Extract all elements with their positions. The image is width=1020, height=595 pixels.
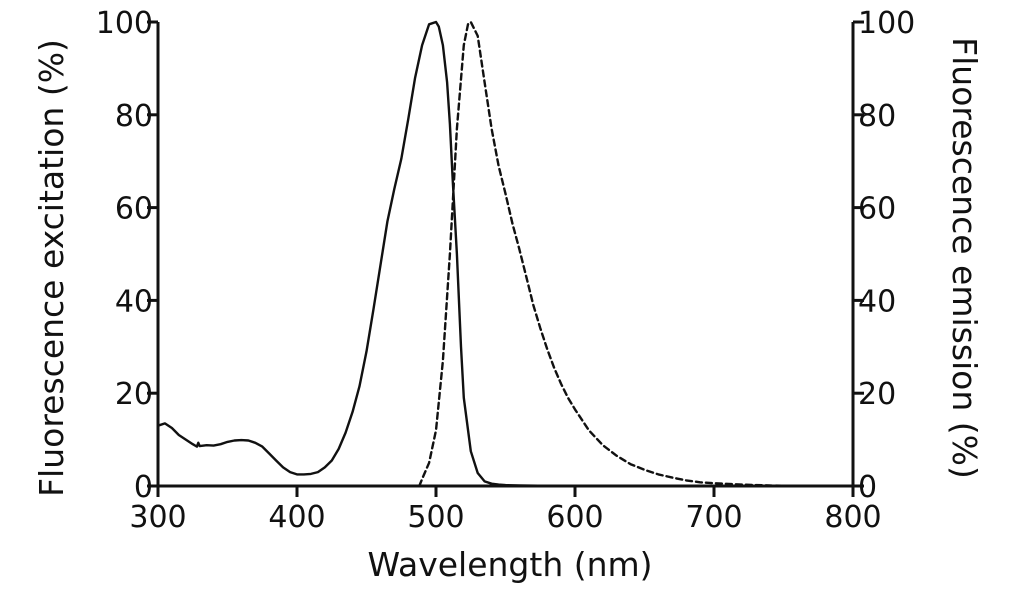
right-y-tick-label-20: 20 — [858, 377, 896, 412]
left-y-tick-label-0: 0 — [134, 470, 153, 505]
right-y-tick-label-60: 60 — [858, 192, 896, 227]
right-y-tick-label-40: 40 — [858, 284, 896, 319]
right-y-tick-label-100: 100 — [858, 6, 915, 41]
left-y-tick-label-80: 80 — [115, 99, 153, 134]
excitation-series-line — [156, 20, 604, 488]
x-axis-title: Wavelength (nm) — [367, 545, 652, 584]
right-y-tick-label-80: 80 — [858, 99, 896, 134]
left-y-tick-label-100: 100 — [96, 6, 153, 41]
emission-series-line — [418, 20, 799, 488]
right-y-axis-title: Fluorescence emission (%) — [945, 37, 984, 479]
series-layer — [156, 20, 799, 488]
ticks-layer: 300 400 500 600 700 8000204060801000204060801… — [96, 6, 916, 535]
right-y-tick-label-0: 0 — [858, 470, 877, 505]
x-tick-label-300: 300 — [129, 500, 186, 535]
left-y-axis-title: Fluorescence excitation (%) — [32, 39, 71, 497]
x-tick-label-700: 700 — [685, 500, 742, 535]
left-y-tick-label-60: 60 — [115, 192, 153, 227]
x-tick-label-400: 400 — [268, 500, 325, 535]
x-tick-label-800: 800 — [824, 500, 881, 535]
axes-layer — [156, 22, 855, 488]
x-tick-label-600: 600 — [546, 500, 603, 535]
left-y-tick-label-20: 20 — [115, 377, 153, 412]
left-y-tick-label-40: 40 — [115, 284, 153, 319]
x-tick-label-500: 500 — [407, 500, 464, 535]
